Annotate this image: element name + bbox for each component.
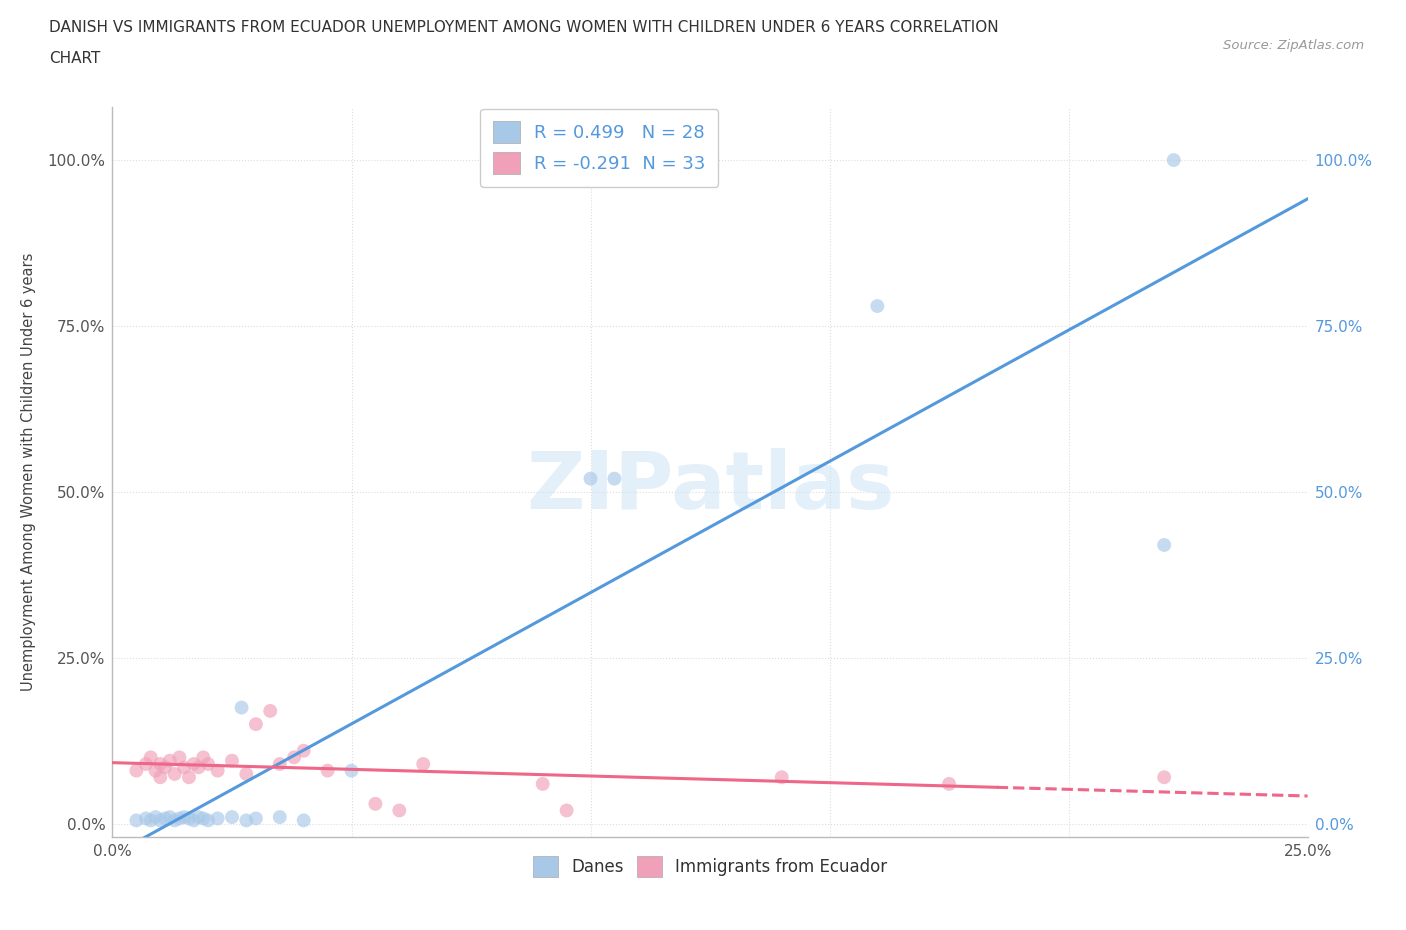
Point (159, 753, 181, 768)
Text: Source: ZipAtlas.com: Source: ZipAtlas.com (1223, 39, 1364, 52)
Point (125, 813, 148, 828)
Point (153, 811, 176, 826)
Point (149, 757, 172, 772)
Point (145, 810, 167, 825)
Point (139, 750, 162, 764)
Point (177, 770, 200, 785)
Point (183, 813, 205, 828)
Point (531, 777, 554, 791)
Point (340, 764, 363, 778)
Point (316, 764, 339, 778)
Point (135, 811, 157, 826)
Point (283, 750, 305, 764)
Point (159, 810, 181, 825)
Point (169, 811, 191, 826)
Point (938, 777, 960, 791)
Point (259, 703, 281, 718)
Point (163, 766, 186, 781)
Point (1153, 770, 1175, 785)
Point (197, 813, 219, 828)
Point (269, 757, 291, 772)
Point (145, 764, 167, 778)
Point (235, 813, 257, 828)
Point (364, 796, 387, 811)
Text: CHART: CHART (49, 51, 101, 66)
Point (125, 764, 148, 778)
Text: ZIPatlas: ZIPatlas (526, 447, 894, 525)
Y-axis label: Unemployment Among Women with Children Under 6 years: Unemployment Among Women with Children U… (21, 253, 37, 691)
Point (412, 757, 434, 772)
Point (177, 811, 200, 826)
Point (183, 757, 205, 772)
Point (770, 770, 793, 785)
Point (388, 803, 411, 817)
Point (292, 743, 315, 758)
Point (221, 753, 243, 768)
Point (292, 813, 315, 828)
Point (153, 760, 176, 775)
Point (149, 770, 172, 785)
Point (1153, 538, 1175, 552)
Point (193, 811, 215, 826)
Point (603, 472, 626, 486)
Point (173, 810, 195, 825)
Point (207, 764, 229, 778)
Point (269, 810, 291, 825)
Point (149, 813, 172, 828)
Point (193, 750, 215, 764)
Point (555, 803, 578, 817)
Point (169, 750, 191, 764)
Point (163, 813, 186, 828)
Point (866, 299, 889, 313)
Legend: Danes, Immigrants from Ecuador: Danes, Immigrants from Ecuador (526, 850, 894, 883)
Point (579, 472, 602, 486)
Point (1163, 153, 1185, 167)
Point (173, 760, 195, 775)
Point (135, 757, 157, 772)
Point (221, 810, 243, 825)
Point (197, 757, 219, 772)
Point (187, 760, 209, 775)
Point (207, 811, 229, 826)
Point (245, 811, 267, 826)
Point (245, 717, 267, 732)
Point (235, 766, 257, 781)
Point (139, 813, 162, 828)
Point (231, 700, 253, 715)
Point (187, 810, 209, 825)
Text: DANISH VS IMMIGRANTS FROM ECUADOR UNEMPLOYMENT AMONG WOMEN WITH CHILDREN UNDER 6: DANISH VS IMMIGRANTS FROM ECUADOR UNEMPL… (49, 20, 998, 35)
